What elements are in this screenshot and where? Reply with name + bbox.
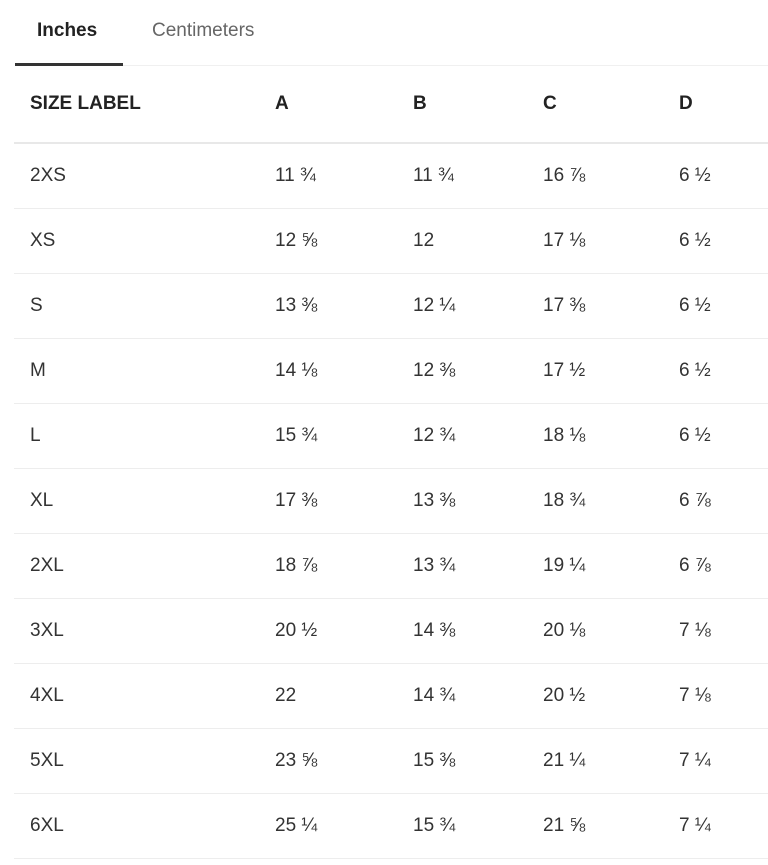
cell-a: 18 ⅞ xyxy=(275,554,318,576)
cell-c: 17 ⅛ xyxy=(543,229,586,251)
table-row: L 15 ¾ 12 ¾ 18 ⅛ 6 ½ xyxy=(14,403,768,468)
cell-a: 13 ⅜ xyxy=(275,294,318,316)
cell-c: 20 ½ xyxy=(543,684,586,706)
cell-b: 14 ⅜ xyxy=(413,619,456,641)
cell-b: 14 ¾ xyxy=(413,684,456,706)
table-row: S 13 ⅜ 12 ¼ 17 ⅜ 6 ½ xyxy=(14,273,768,338)
cell-a: 25 ¼ xyxy=(275,814,318,836)
cell-b: 12 xyxy=(413,229,435,251)
cell-d: 6 ⅞ xyxy=(679,489,711,511)
cell-d: 7 ⅛ xyxy=(679,619,711,641)
tab-inches[interactable]: Inches xyxy=(37,20,98,41)
cell-c: 17 ⅜ xyxy=(543,294,586,316)
cell-d: 7 ¼ xyxy=(679,749,711,771)
tab-centimeters[interactable]: Centimeters xyxy=(152,20,255,41)
table-row: XL 17 ⅜ 13 ⅜ 18 ¾ 6 ⅞ xyxy=(14,468,768,533)
cell-size-label: XS xyxy=(30,229,56,251)
cell-d: 6 ½ xyxy=(679,229,711,251)
table-row: 3XL 20 ½ 14 ⅜ 20 ⅛ 7 ⅛ xyxy=(14,598,768,663)
cell-d: 7 ⅛ xyxy=(679,684,711,706)
cell-b: 12 ¼ xyxy=(413,294,456,316)
cell-c: 18 ¾ xyxy=(543,489,586,511)
cell-b: 13 ⅜ xyxy=(413,489,456,511)
column-header-c: C xyxy=(543,66,679,144)
cell-c: 19 ¼ xyxy=(543,554,586,576)
table-row: M 14 ⅛ 12 ⅜ 17 ½ 6 ½ xyxy=(14,338,768,403)
cell-size-label: M xyxy=(30,359,46,381)
cell-c: 21 ⅝ xyxy=(543,814,586,836)
cell-size-label: 6XL xyxy=(30,814,64,836)
cell-c: 16 ⅞ xyxy=(543,164,586,186)
table-row: XS 12 ⅝ 12 17 ⅛ 6 ½ xyxy=(14,208,768,273)
column-header-size-label: SIZE LABEL xyxy=(14,66,275,144)
cell-size-label: 2XS xyxy=(30,164,66,186)
cell-a: 17 ⅜ xyxy=(275,489,318,511)
size-chart-table: SIZE LABEL A B C D 2XS 11 ¾ 11 ¾ 16 ⅞ 6 ½ XS 1… xyxy=(14,66,768,859)
table-row: 4XL 22 14 ¾ 20 ½ 7 ⅛ xyxy=(14,663,768,728)
cell-a: 12 ⅝ xyxy=(275,229,318,251)
cell-c: 17 ½ xyxy=(543,359,586,381)
table-row: 5XL 23 ⅝ 15 ⅜ 21 ¼ 7 ¼ xyxy=(14,728,768,793)
cell-c: 21 ¼ xyxy=(543,749,586,771)
table-row: 6XL 25 ¼ 15 ¾ 21 ⅝ 7 ¼ xyxy=(14,793,768,858)
cell-a: 20 ½ xyxy=(275,619,318,641)
cell-size-label: XL xyxy=(30,489,54,511)
cell-c: 20 ⅛ xyxy=(543,619,586,641)
cell-size-label: 4XL xyxy=(30,684,64,706)
cell-size-label: 5XL xyxy=(30,749,64,771)
cell-d: 6 ½ xyxy=(679,359,711,381)
cell-b: 13 ¾ xyxy=(413,554,456,576)
cell-size-label: 3XL xyxy=(30,619,64,641)
column-header-b: B xyxy=(413,66,543,144)
cell-size-label: S xyxy=(30,294,43,316)
column-header-d: D xyxy=(679,66,768,144)
cell-b: 12 ⅜ xyxy=(413,359,456,381)
cell-d: 6 ½ xyxy=(679,294,711,316)
cell-c: 18 ⅛ xyxy=(543,424,586,446)
cell-b: 11 ¾ xyxy=(413,164,454,186)
cell-d: 6 ½ xyxy=(679,164,711,186)
table-row: 2XL 18 ⅞ 13 ¾ 19 ¼ 6 ⅞ xyxy=(14,533,768,598)
cell-a: 14 ⅛ xyxy=(275,359,318,381)
unit-tabs: Inches Centimeters xyxy=(15,0,768,66)
cell-d: 7 ¼ xyxy=(679,814,711,836)
cell-b: 15 ⅜ xyxy=(413,749,456,771)
cell-a: 11 ¾ xyxy=(275,164,316,186)
cell-a: 22 xyxy=(275,684,297,706)
table-body: 2XS 11 ¾ 11 ¾ 16 ⅞ 6 ½ XS 12 ⅝ 12 17 ⅛ 6 ½ S 13 ⅜ 12… xyxy=(14,143,768,858)
cell-d: 6 ½ xyxy=(679,424,711,446)
cell-a: 15 ¾ xyxy=(275,424,318,446)
cell-d: 6 ⅞ xyxy=(679,554,711,576)
column-header-a: A xyxy=(275,66,413,144)
table-header-row: SIZE LABEL A B C D xyxy=(14,66,768,144)
cell-size-label: 2XL xyxy=(30,554,64,576)
table-row: 2XS 11 ¾ 11 ¾ 16 ⅞ 6 ½ xyxy=(14,143,768,208)
cell-size-label: L xyxy=(30,424,41,446)
active-tab-indicator xyxy=(15,63,123,66)
cell-b: 12 ¾ xyxy=(413,424,456,446)
cell-a: 23 ⅝ xyxy=(275,749,318,771)
cell-b: 15 ¾ xyxy=(413,814,456,836)
